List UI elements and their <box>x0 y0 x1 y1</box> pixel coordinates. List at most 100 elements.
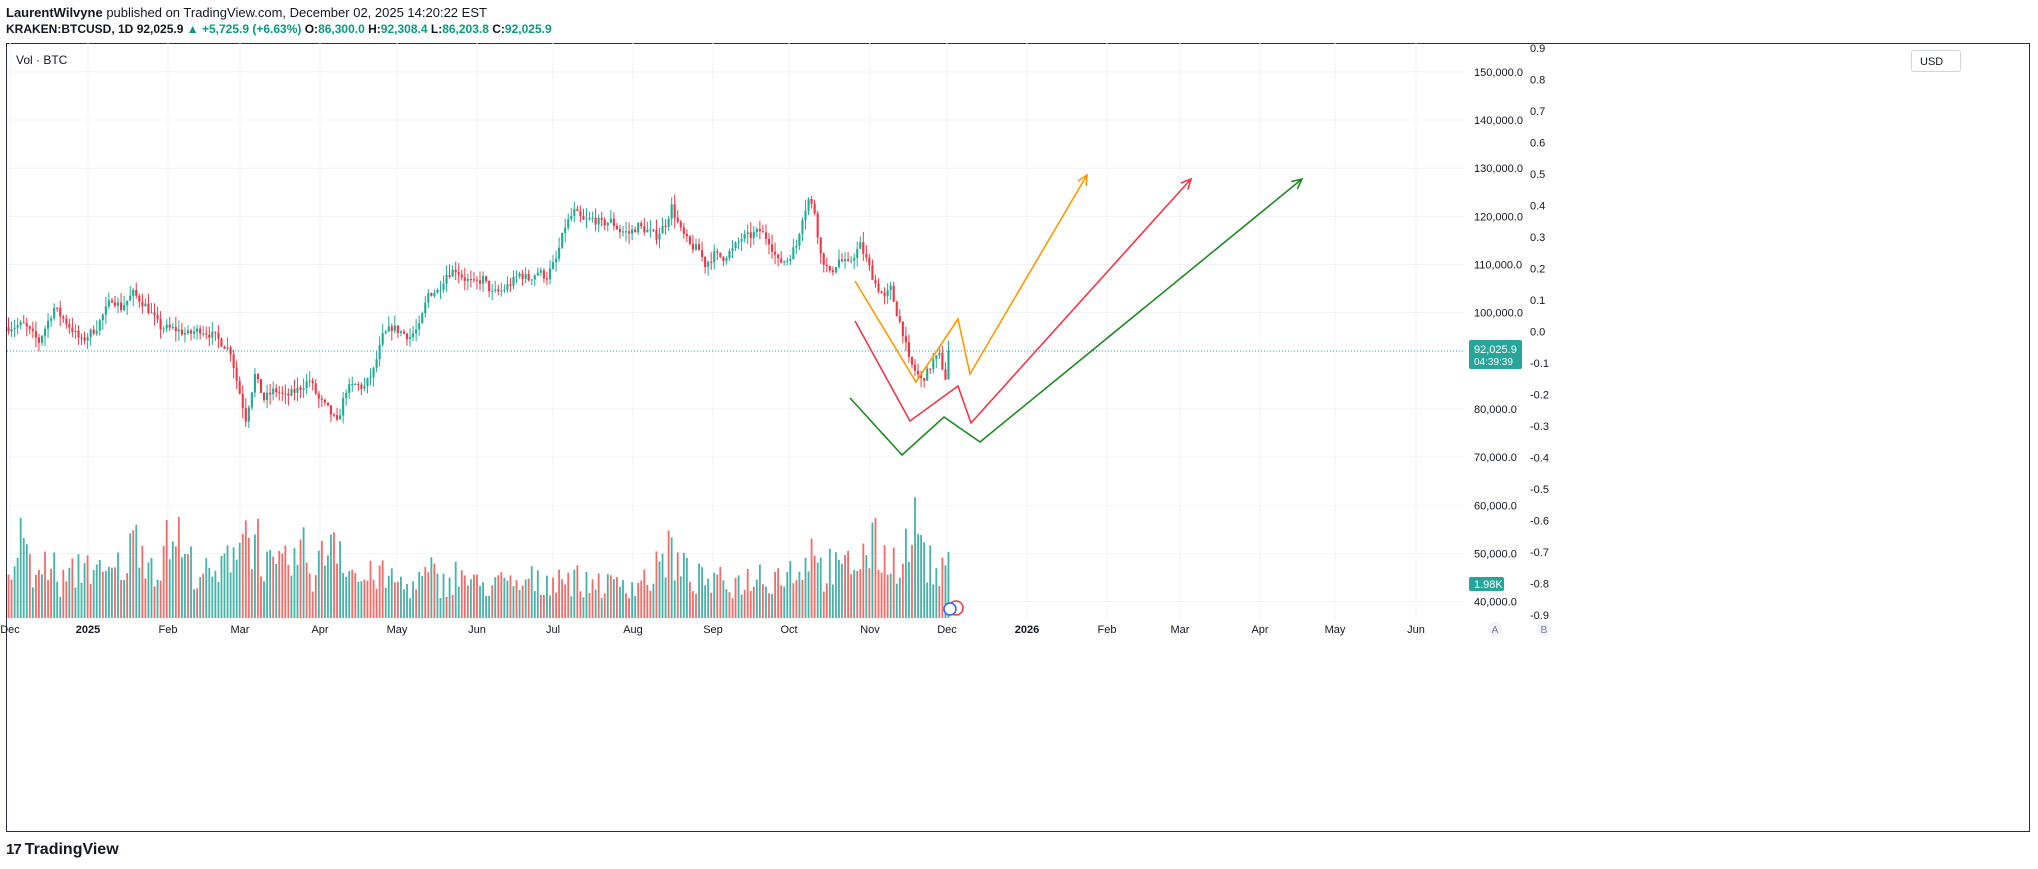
author-name[interactable]: LaurentWilvyne <box>6 5 103 20</box>
volume-bar <box>266 551 268 618</box>
price-tag-value: 92,025.9 <box>1474 344 1517 356</box>
volume-bar <box>439 598 442 618</box>
price-axis-label: 100,000.0 <box>1474 308 1523 320</box>
volume-bar <box>521 585 524 618</box>
volume-bar <box>412 581 415 618</box>
volume-bar <box>421 575 424 618</box>
candle-body <box>539 270 542 273</box>
volume-bar <box>746 568 749 618</box>
volume-bar <box>190 546 192 618</box>
candle-body <box>384 331 387 334</box>
candle-body <box>895 301 898 317</box>
oscillator-axis-label: -0.8 <box>1530 579 1549 591</box>
candle-body <box>135 289 138 296</box>
volume-bar <box>460 570 463 618</box>
volume-bar <box>330 534 332 618</box>
volume-bar <box>150 557 153 618</box>
candle-body <box>880 291 883 294</box>
candle-body <box>892 285 895 302</box>
oscillator-axis-label: -0.3 <box>1530 421 1549 433</box>
candle-body <box>332 414 336 416</box>
candle-body <box>19 322 22 326</box>
candle-body <box>275 388 278 393</box>
candle-body <box>229 347 232 355</box>
volume-bar <box>123 579 126 618</box>
currency-selector[interactable]: USD <box>1911 50 1961 72</box>
volume-bar <box>260 576 262 618</box>
volume-bar <box>786 572 789 618</box>
volume-bar <box>768 593 770 618</box>
projection-orange-arrowhead <box>1077 173 1088 187</box>
candle-body <box>478 280 482 284</box>
candle-body <box>144 303 147 307</box>
volume-indicator-label[interactable]: Vol · BTC <box>16 53 68 67</box>
candle-body <box>56 307 59 309</box>
time-axis-label: Mar <box>1171 624 1190 636</box>
chart-frame <box>6 43 2030 832</box>
candle-body <box>126 300 129 306</box>
candle-body <box>497 289 500 292</box>
volume-bar <box>59 596 62 618</box>
candle-body <box>439 289 442 291</box>
candle-body <box>83 337 86 341</box>
candle-body <box>217 332 220 339</box>
symbol-name[interactable]: KRAKEN:BTCUSD, 1D <box>6 22 134 36</box>
candle-body <box>247 407 250 422</box>
candle-body <box>463 277 466 282</box>
candle-body <box>777 254 780 259</box>
volume-bar <box>661 553 664 618</box>
volume-bar <box>247 537 250 618</box>
candle-body <box>652 229 655 231</box>
candle-body <box>451 269 454 277</box>
volume-bar <box>914 497 916 618</box>
candle-body <box>53 307 56 319</box>
volume-bar <box>509 575 512 618</box>
volume-bar <box>552 577 554 618</box>
candle-body <box>460 274 463 278</box>
scale-button-b <box>1537 622 1551 636</box>
candle-body <box>235 367 238 381</box>
candle-body <box>512 276 515 286</box>
volume-bar <box>305 562 308 618</box>
volume-bar <box>205 558 208 618</box>
candle-body <box>156 315 159 319</box>
candle-body <box>412 333 415 338</box>
volume-bar <box>384 587 387 618</box>
candle-body <box>646 229 649 233</box>
oscillator-axis-label: 0.4 <box>1530 201 1545 213</box>
volume-bar <box>445 597 448 618</box>
price-axis-label: 150,000.0 <box>1474 67 1523 79</box>
candle-body <box>719 252 722 257</box>
volume-bar <box>880 572 883 618</box>
candle-body <box>34 331 37 338</box>
volume-bar <box>591 579 594 618</box>
volume-bar <box>403 589 405 618</box>
candle-body <box>186 330 190 334</box>
candle-body <box>673 204 676 218</box>
volume-bar <box>10 579 13 618</box>
volume-bar <box>597 573 600 618</box>
volume-bar <box>409 598 411 618</box>
candle-body <box>551 262 555 269</box>
volume-bar <box>278 550 281 618</box>
volume-bar <box>576 565 579 618</box>
candle-body <box>50 318 53 321</box>
volume-bar <box>895 583 898 618</box>
candle-body <box>220 338 223 347</box>
volume-bar <box>530 566 533 618</box>
candle-body <box>819 237 822 254</box>
candle-body <box>323 399 326 403</box>
volume-bar <box>856 570 859 618</box>
candle-body <box>205 333 208 335</box>
oscillator-axis-label: -0.4 <box>1530 453 1549 465</box>
candle-body <box>366 378 369 387</box>
volume-bar <box>165 520 168 618</box>
candle-body <box>281 392 284 394</box>
price-axis-label: 130,000.0 <box>1474 163 1523 175</box>
candle-body <box>320 398 323 400</box>
volume-bar <box>865 555 868 618</box>
volume-bar <box>360 581 363 618</box>
candle-body <box>621 231 625 233</box>
candle-body <box>211 331 214 338</box>
